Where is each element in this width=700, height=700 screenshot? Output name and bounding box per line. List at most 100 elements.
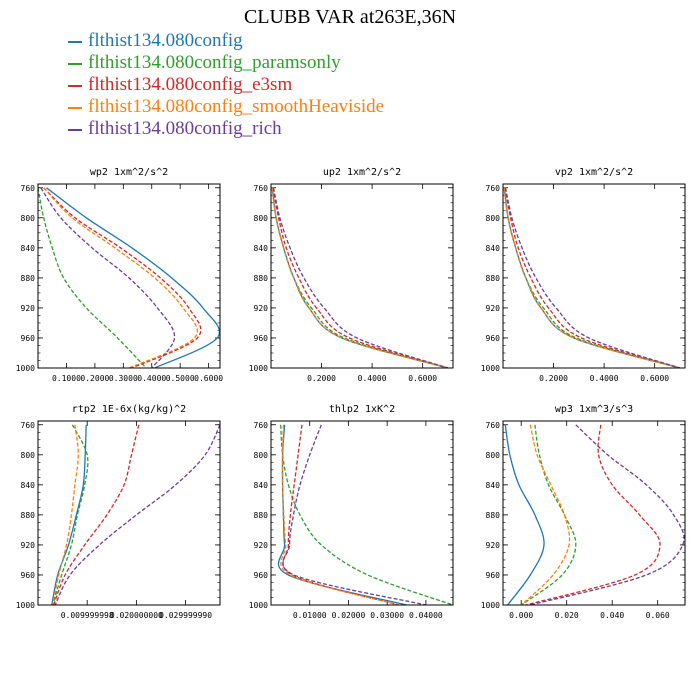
y-tick-label: 840 bbox=[254, 244, 269, 253]
x-tick-label: 0.4000 bbox=[137, 374, 166, 383]
y-tick-label: 800 bbox=[486, 214, 501, 223]
legend-item: flthist134.080config_smoothHeaviside bbox=[68, 96, 384, 118]
x-tick-label: 0.4000 bbox=[590, 374, 619, 383]
series-line-flthist134.080config_smoothHeaviside bbox=[271, 187, 449, 368]
y-tick-label: 840 bbox=[254, 481, 269, 490]
series-group bbox=[38, 187, 220, 368]
legend-label: flthist134.080config_paramsonly bbox=[88, 52, 341, 73]
series-line-flthist134.080config_e3sm bbox=[525, 424, 661, 605]
y-tick-label: 880 bbox=[254, 274, 269, 283]
series-group bbox=[271, 187, 449, 368]
y-tick-label: 1000 bbox=[16, 601, 35, 610]
x-tick-label: 0.5000 bbox=[166, 374, 195, 383]
y-tick-label: 800 bbox=[21, 451, 36, 460]
y-tick-label: 960 bbox=[21, 334, 36, 343]
series-line-flthist134.080config_rich bbox=[530, 424, 685, 605]
panel-frame bbox=[270, 183, 454, 369]
y-tick-label: 800 bbox=[254, 214, 269, 223]
y-tick-label: 760 bbox=[254, 421, 269, 430]
y-tick-label: 840 bbox=[21, 244, 36, 253]
legend-swatch bbox=[68, 62, 82, 65]
y-tick-label: 840 bbox=[21, 481, 36, 490]
panel-title: up2 1xm^2/s^2 bbox=[323, 167, 401, 178]
x-tick-label: 0.04000 bbox=[409, 611, 443, 620]
y-tick-label: 1000 bbox=[249, 364, 268, 373]
legend-item: flthist134.080config_rich bbox=[68, 118, 384, 140]
series-group bbox=[504, 424, 685, 605]
chart-panel: rtp2 1E-6x(kg/kg)^2 760 800 840 880 920 960 100… bbox=[16, 404, 221, 620]
x-tick-label: 0.3000 bbox=[109, 374, 138, 383]
y-tick-label: 880 bbox=[21, 274, 36, 283]
series-line-flthist134.080config bbox=[503, 187, 681, 368]
x-tick-label: 0.01000 bbox=[293, 611, 327, 620]
y-tick-label: 920 bbox=[21, 541, 36, 550]
panel-title: wp3 1xm^3/s^3 bbox=[555, 404, 633, 415]
y-tick-label: 960 bbox=[486, 334, 501, 343]
y-tick-label: 1000 bbox=[481, 364, 500, 373]
series-line-flthist134.080config_smoothHeaviside bbox=[280, 424, 399, 605]
series-group bbox=[51, 424, 220, 605]
legend-swatch bbox=[68, 128, 82, 131]
series-line-flthist134.080config_e3sm bbox=[282, 424, 399, 605]
y-tick-label: 760 bbox=[486, 421, 501, 430]
series-line-flthist134.080config_smoothHeaviside bbox=[520, 424, 571, 605]
y-tick-label: 840 bbox=[486, 244, 501, 253]
y-tick-label: 920 bbox=[486, 541, 501, 550]
y-tick-label: 1000 bbox=[16, 364, 35, 373]
x-tick-label: 0.020 bbox=[555, 611, 579, 620]
y-tick-label: 960 bbox=[486, 571, 501, 580]
x-tick-label: 0.2000 bbox=[80, 374, 109, 383]
legend-label: flthist134.080config_smoothHeaviside bbox=[88, 96, 385, 117]
x-tick-label: 0.6000 bbox=[194, 374, 223, 383]
y-tick-label: 800 bbox=[21, 214, 36, 223]
y-tick-label: 880 bbox=[486, 274, 501, 283]
legend-item: flthist134.080config_paramsonly bbox=[68, 52, 384, 74]
series-line-flthist134.080config_paramsonly bbox=[503, 187, 681, 368]
series-line-flthist134.080config bbox=[51, 424, 87, 605]
chart-panel: thlp2 1xK^2 760 800 840 880 920 960 1000 0.01000… bbox=[249, 404, 454, 620]
y-tick-label: 800 bbox=[254, 451, 269, 460]
legend-label: flthist134.080config bbox=[88, 30, 243, 51]
chart-panel: vp2 1xm^2/s^2 760 800 840 880 920 960 1000 0.200… bbox=[481, 167, 686, 383]
chart-panel: wp3 1xm^3/s^3 760 800 840 880 920 960 1000 0.000… bbox=[481, 404, 686, 620]
series-line-flthist134.080config_paramsonly bbox=[38, 187, 147, 368]
y-tick-label: 760 bbox=[21, 421, 36, 430]
series-line-flthist134.080config bbox=[46, 187, 220, 368]
y-tick-label: 960 bbox=[21, 571, 36, 580]
chart-panel: wp2 1xm^2/s^2 760 800 840 880 920 960 1000 0.100… bbox=[16, 167, 224, 383]
series-line-flthist134.080config bbox=[504, 424, 545, 605]
y-tick-label: 920 bbox=[254, 541, 269, 550]
series-line-flthist134.080config_rich bbox=[54, 424, 220, 605]
panel-title: wp2 1xm^2/s^2 bbox=[90, 167, 168, 178]
y-tick-label: 1000 bbox=[249, 601, 268, 610]
x-tick-label: 0.1000 bbox=[52, 374, 81, 383]
y-tick-label: 880 bbox=[21, 511, 36, 520]
x-tick-label: 0.6000 bbox=[408, 374, 437, 383]
x-tick-label: 0.6000 bbox=[640, 374, 669, 383]
legend-label: flthist134.080config_rich bbox=[88, 118, 282, 139]
x-tick-label: 0.020000000 bbox=[110, 611, 163, 620]
series-group bbox=[277, 424, 453, 605]
series-line-flthist134.080config_paramsonly bbox=[271, 187, 449, 368]
series-group bbox=[503, 187, 681, 368]
x-tick-label: 0.000 bbox=[509, 611, 533, 620]
x-tick-label: 0.02000 bbox=[332, 611, 366, 620]
series-line-flthist134.080config_paramsonly bbox=[52, 424, 89, 605]
panel-frame bbox=[270, 420, 454, 606]
panel-title: thlp2 1xK^2 bbox=[329, 404, 395, 415]
y-tick-label: 1000 bbox=[481, 601, 500, 610]
x-tick-label: 0.040 bbox=[600, 611, 624, 620]
y-tick-label: 760 bbox=[21, 184, 36, 193]
y-tick-label: 920 bbox=[254, 304, 269, 313]
series-line-flthist134.080config_smoothHeaviside bbox=[52, 424, 79, 605]
series-line-flthist134.080config_rich bbox=[504, 187, 681, 368]
y-tick-label: 880 bbox=[254, 511, 269, 520]
panel-frame bbox=[37, 420, 221, 606]
x-tick-label: 0.03000 bbox=[370, 611, 404, 620]
x-tick-label: 0.2000 bbox=[539, 374, 568, 383]
page-title: CLUBB VAR at263E,36N bbox=[243, 6, 457, 28]
legend-swatch bbox=[68, 40, 82, 43]
y-tick-label: 760 bbox=[254, 184, 269, 193]
